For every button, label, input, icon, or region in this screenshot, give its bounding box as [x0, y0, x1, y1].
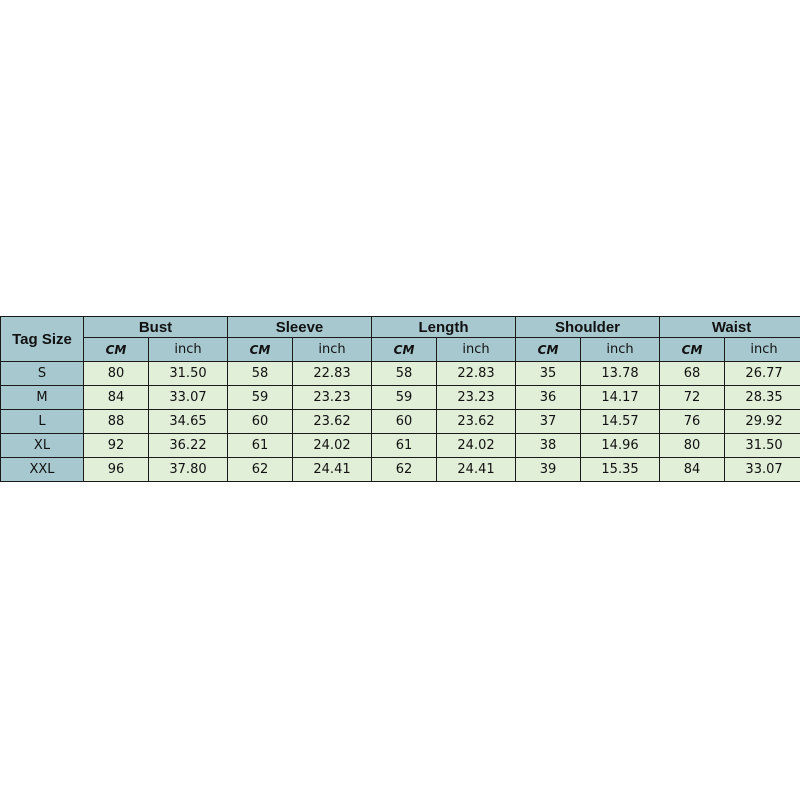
value-cell: 92	[83, 433, 149, 458]
value-cell: 35	[515, 361, 582, 386]
value-cell: 24.02	[436, 433, 517, 458]
group-header-row: Tag Size Bust Sleeve Length Shoulder Waist	[0, 316, 800, 362]
unit-header-inch: inch	[148, 337, 228, 362]
value-cell: 84	[659, 457, 726, 482]
unit-header-inch: inch	[291, 337, 373, 362]
unit-header-cm: CM	[227, 337, 293, 362]
value-cell: 36.22	[148, 433, 228, 458]
table-row: XL 92 36.22 61 24.02 61 24.02 38 14.96 80 31.50	[0, 433, 800, 458]
value-cell: 24.41	[291, 457, 373, 482]
value-cell: 37	[515, 409, 582, 434]
value-cell: 29.92	[724, 409, 800, 434]
value-cell: 31.50	[148, 361, 228, 386]
value-cell: 58	[227, 361, 293, 386]
table-row: M 84 33.07 59 23.23 59 23.23 36 14.17 72 28.35	[0, 385, 800, 410]
value-cell: 58	[371, 361, 438, 386]
value-cell: 28.35	[724, 385, 800, 410]
unit-header-inch: inch	[724, 337, 800, 362]
value-cell: 68	[659, 361, 726, 386]
value-cell: 59	[227, 385, 293, 410]
size-chart-table: Tag Size Bust Sleeve Length Shoulder Waist C…	[0, 316, 800, 482]
size-cell: M	[0, 385, 84, 410]
value-cell: 23.62	[291, 409, 373, 434]
size-cell: XL	[0, 433, 84, 458]
tag-size-header: Tag Size	[0, 316, 84, 362]
value-cell: 13.78	[580, 361, 661, 386]
group-header-bust: Bust	[83, 316, 228, 338]
value-cell: 14.57	[580, 409, 661, 434]
value-cell: 23.62	[436, 409, 517, 434]
value-cell: 23.23	[436, 385, 517, 410]
value-cell: 80	[659, 433, 726, 458]
value-cell: 60	[371, 409, 438, 434]
unit-header-inch: inch	[436, 337, 517, 362]
value-cell: 15.35	[580, 457, 661, 482]
value-cell: 59	[371, 385, 438, 410]
table-row: S 80 31.50 58 22.83 58 22.83 35 13.78 68 26.77	[0, 361, 800, 386]
value-cell: 37.80	[148, 457, 228, 482]
value-cell: 76	[659, 409, 726, 434]
value-cell: 60	[227, 409, 293, 434]
value-cell: 33.07	[148, 385, 228, 410]
value-cell: 36	[515, 385, 582, 410]
value-cell: 72	[659, 385, 726, 410]
value-cell: 61	[371, 433, 438, 458]
value-cell: 34.65	[148, 409, 228, 434]
value-cell: 22.83	[436, 361, 517, 386]
value-cell: 61	[227, 433, 293, 458]
table-row: XXL 96 37.80 62 24.41 62 24.41 39 15.35 84 33.07	[0, 457, 800, 482]
value-cell: 88	[83, 409, 149, 434]
group-header-length: Length	[371, 316, 517, 338]
size-cell: L	[0, 409, 84, 434]
group-header-sleeve: Sleeve	[226, 316, 373, 338]
group-header-shoulder: Shoulder	[515, 316, 661, 338]
value-cell: 14.17	[580, 385, 661, 410]
value-cell: 24.02	[291, 433, 373, 458]
unit-header-cm: CM	[659, 337, 726, 362]
table-row: L 88 34.65 60 23.62 60 23.62 37 14.57 76 29.92	[0, 409, 800, 434]
unit-header-cm: CM	[371, 337, 438, 362]
value-cell: 84	[83, 385, 149, 410]
value-cell: 22.83	[291, 361, 373, 386]
value-cell: 62	[371, 457, 438, 482]
value-cell: 33.07	[724, 457, 800, 482]
value-cell: 80	[83, 361, 149, 386]
value-cell: 38	[515, 433, 582, 458]
value-cell: 31.50	[724, 433, 800, 458]
value-cell: 23.23	[291, 385, 373, 410]
unit-header-inch: inch	[580, 337, 661, 362]
value-cell: 24.41	[436, 457, 517, 482]
unit-header-cm: CM	[83, 337, 149, 362]
unit-header-cm: CM	[515, 337, 582, 362]
value-cell: 14.96	[580, 433, 661, 458]
value-cell: 39	[515, 457, 582, 482]
value-cell: 26.77	[724, 361, 800, 386]
group-header-waist: Waist	[659, 316, 800, 338]
size-cell: XXL	[0, 457, 84, 482]
value-cell: 62	[227, 457, 293, 482]
size-cell: S	[0, 361, 84, 386]
unit-header-row: CM inch CM inch CM inch CM inch CM inch	[1, 337, 800, 362]
value-cell: 96	[83, 457, 149, 482]
